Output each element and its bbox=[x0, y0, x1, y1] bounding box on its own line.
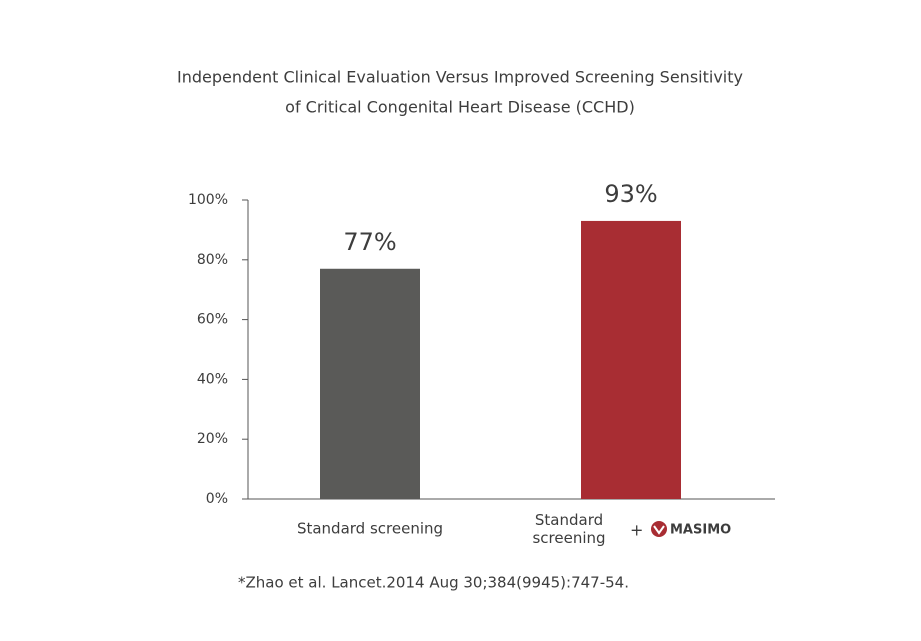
value-label: 77% bbox=[343, 228, 396, 256]
plus-sign: + bbox=[630, 521, 643, 540]
value-label: 93% bbox=[604, 180, 657, 208]
y-tick-label: 60% bbox=[197, 312, 228, 328]
logo-check bbox=[653, 525, 665, 535]
bar bbox=[320, 268, 420, 499]
bar bbox=[581, 220, 681, 499]
chart-title: Independent Clinical Evaluation Versus I… bbox=[177, 68, 743, 87]
y-tick-label: 0% bbox=[206, 491, 228, 507]
logo-icon bbox=[651, 521, 667, 537]
y-tick-label: 40% bbox=[197, 371, 228, 387]
logo-text: MASIMO bbox=[670, 523, 731, 538]
footnote: *Zhao et al. Lancet.2014 Aug 30;384(9945… bbox=[238, 574, 629, 592]
y-tick-label: 100% bbox=[188, 192, 228, 208]
y-tick-label: 80% bbox=[197, 252, 228, 268]
y-tick-label: 20% bbox=[197, 431, 228, 447]
chart-title: of Critical Congenital Heart Disease (CC… bbox=[285, 98, 635, 117]
x-tick-label: Standard screening bbox=[532, 511, 605, 547]
x-tick-label: Standard screening bbox=[297, 520, 443, 538]
masimo-logo: MASIMO bbox=[651, 521, 731, 538]
